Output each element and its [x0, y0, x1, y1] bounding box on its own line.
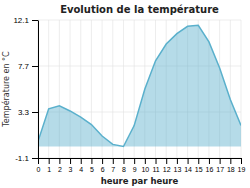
y-tick: 12.1: [13, 16, 38, 25]
x-tick-mark: [123, 158, 124, 164]
grid: [38, 20, 241, 158]
x-tick-label: 8: [122, 166, 126, 173]
x-tick-label: 9: [133, 166, 137, 173]
x-tick-label: 12: [163, 166, 171, 173]
y-tick-mark: [32, 20, 38, 21]
x-tick-label: 17: [216, 166, 224, 173]
x-tick-mark: [188, 158, 189, 164]
x-tick-label: 5: [90, 166, 94, 173]
x-tick: 2: [58, 158, 62, 173]
y-axis: -1.1 3.3 7.7 12.1: [13, 16, 38, 163]
grid-line-x: [38, 20, 39, 158]
x-tick-mark: [102, 158, 103, 164]
grid-line-x: [112, 20, 113, 158]
x-tick: 9: [133, 158, 137, 173]
x-tick: 10: [141, 158, 149, 173]
x-tick-mark: [49, 158, 50, 164]
x-tick-label: 14: [184, 166, 192, 173]
x-tick-label: 11: [152, 166, 159, 173]
chart: 012345678910111213141516171819-1.13.37.7…: [0, 0, 250, 188]
y-tick-mark: [32, 66, 38, 67]
x-tick: 4: [79, 158, 83, 173]
x-tick: 7: [111, 158, 115, 173]
x-tick-label: 4: [79, 166, 83, 173]
x-tick: 11: [152, 158, 159, 173]
x-tick: 16: [206, 158, 214, 173]
x-tick-mark: [241, 158, 242, 164]
x-tick-mark: [113, 158, 114, 164]
x-tick-label: 0: [37, 166, 41, 173]
x-tick: 3: [69, 158, 73, 173]
x-tick: 15: [195, 158, 203, 173]
x-tick-mark: [91, 158, 92, 164]
x-tick-label: 18: [227, 166, 235, 173]
x-axis: 012345678910111213141516171819: [37, 158, 246, 173]
y-tick-label: 3.3: [18, 108, 30, 117]
x-tick-mark: [145, 158, 146, 164]
y-tick: 3.3: [18, 108, 38, 117]
title: Evolution de la température: [60, 4, 219, 15]
x-tick: 0: [37, 158, 41, 173]
y-tick-label: -1.1: [15, 154, 29, 163]
x-tick-mark: [70, 158, 71, 164]
x-tick: 19: [238, 158, 246, 173]
x-tick-mark: [38, 158, 39, 164]
x-tick: 6: [101, 158, 105, 173]
x-tick-mark: [166, 158, 167, 164]
y-tick-label: 7.7: [18, 62, 30, 71]
x-tick: 13: [173, 158, 181, 173]
x-tick: 5: [90, 158, 94, 173]
y-tick-mark: [32, 158, 38, 159]
x-tick-label: 7: [111, 166, 115, 173]
x-tick-mark: [230, 158, 231, 164]
x-axis-title: heure par heure: [101, 176, 179, 186]
line: [38, 25, 241, 146]
x-tick-label: 15: [195, 166, 203, 173]
x-tick-mark: [220, 158, 221, 164]
y-axis-line: [38, 21, 39, 159]
grid-line-y: [38, 20, 241, 21]
x-tick-mark: [134, 158, 135, 164]
x-tick-label: 13: [173, 166, 181, 173]
x-tick-label: 16: [206, 166, 214, 173]
grid-line-y: [38, 158, 241, 159]
marks: [38, 25, 241, 146]
x-tick-label: 3: [69, 166, 73, 173]
y-axis-title: Température en °C: [1, 51, 11, 128]
y-tick-label: 12.1: [13, 16, 29, 25]
y-tick: 7.7: [18, 62, 38, 71]
x-tick-mark: [81, 158, 82, 164]
x-tick: 12: [163, 158, 171, 173]
x-tick-mark: [177, 158, 178, 164]
x-tick: 17: [216, 158, 224, 173]
plot: 012345678910111213141516171819-1.13.37.7…: [13, 16, 245, 173]
x-axis-line: [39, 158, 242, 159]
x-tick: 18: [227, 158, 235, 173]
x-tick-mark: [209, 158, 210, 164]
x-tick-label: 2: [58, 166, 62, 173]
x-tick-mark: [156, 158, 157, 164]
x-tick-label: 10: [141, 166, 149, 173]
x-tick-label: 1: [47, 166, 51, 173]
x-tick-label: 6: [101, 166, 105, 173]
x-tick: 14: [184, 158, 192, 173]
y-tick-mark: [32, 112, 38, 113]
x-tick-label: 19: [238, 166, 246, 173]
x-tick-mark: [59, 158, 60, 164]
x-tick: 8: [122, 158, 126, 173]
x-tick: 1: [47, 158, 51, 173]
grid-line-x: [123, 20, 124, 158]
area: [38, 25, 241, 146]
y-tick: -1.1: [15, 154, 38, 163]
x-tick-mark: [198, 158, 199, 164]
